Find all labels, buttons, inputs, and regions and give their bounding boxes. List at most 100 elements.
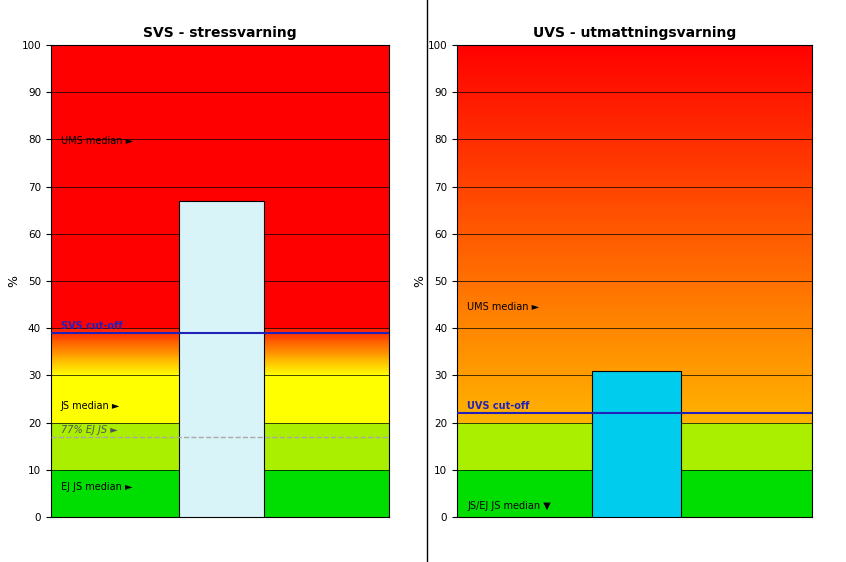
- Bar: [457, 167, 812, 170]
- Bar: [457, 151, 812, 153]
- Title: SVS - stressvarning: SVS - stressvarning: [143, 26, 297, 40]
- Bar: [457, 381, 812, 383]
- Bar: [457, 355, 812, 356]
- Bar: [457, 321, 812, 323]
- Bar: [457, 134, 812, 135]
- Bar: [457, 120, 812, 123]
- Text: UMS median ►: UMS median ►: [468, 302, 540, 312]
- Bar: [457, 166, 812, 167]
- Bar: [457, 56, 812, 58]
- Bar: [51, 470, 389, 517]
- Bar: [457, 200, 812, 202]
- Bar: [457, 96, 812, 98]
- Bar: [51, 361, 389, 362]
- Bar: [457, 345, 812, 347]
- Bar: [457, 415, 812, 417]
- Bar: [457, 94, 812, 96]
- Bar: [457, 179, 812, 181]
- Bar: [51, 346, 389, 347]
- Bar: [457, 292, 812, 294]
- Bar: [51, 373, 389, 374]
- Bar: [457, 274, 812, 275]
- Bar: [457, 409, 812, 411]
- Bar: [51, 338, 389, 339]
- Bar: [457, 213, 812, 215]
- Bar: [457, 470, 812, 517]
- Bar: [457, 253, 812, 255]
- Bar: [457, 215, 812, 217]
- Bar: [457, 377, 812, 379]
- Bar: [457, 371, 812, 374]
- Bar: [457, 119, 812, 120]
- Bar: [457, 181, 812, 183]
- Bar: [457, 407, 812, 409]
- Bar: [457, 77, 812, 79]
- Bar: [457, 45, 812, 47]
- Bar: [457, 262, 812, 264]
- Bar: [457, 387, 812, 389]
- Bar: [457, 395, 812, 396]
- Bar: [51, 332, 389, 333]
- Bar: [51, 374, 389, 375]
- Bar: [457, 202, 812, 203]
- Bar: [457, 264, 812, 266]
- Bar: [457, 338, 812, 339]
- Bar: [457, 115, 812, 117]
- Bar: [457, 330, 812, 332]
- Bar: [457, 392, 812, 395]
- Text: UVS cut-off: UVS cut-off: [468, 401, 530, 411]
- Bar: [457, 141, 812, 143]
- Bar: [457, 124, 812, 126]
- Bar: [457, 132, 812, 134]
- Bar: [457, 155, 812, 156]
- Bar: [51, 371, 389, 373]
- Bar: [457, 396, 812, 398]
- Text: UMS median ►: UMS median ►: [61, 137, 133, 147]
- Bar: [457, 256, 812, 259]
- Bar: [457, 271, 812, 274]
- Bar: [457, 81, 812, 83]
- Bar: [457, 90, 812, 92]
- Bar: [457, 356, 812, 359]
- Bar: [457, 375, 812, 377]
- Bar: [457, 66, 812, 67]
- Bar: [457, 87, 812, 88]
- Bar: [51, 356, 389, 357]
- Bar: [51, 334, 389, 335]
- Bar: [51, 369, 389, 370]
- Bar: [457, 111, 812, 113]
- Bar: [457, 294, 812, 296]
- Bar: [457, 177, 812, 179]
- Bar: [457, 334, 812, 336]
- Bar: [457, 194, 812, 196]
- Bar: [51, 359, 389, 360]
- Bar: [457, 160, 812, 162]
- Bar: [457, 128, 812, 130]
- Bar: [457, 238, 812, 239]
- Bar: [457, 58, 812, 60]
- Bar: [457, 88, 812, 90]
- Bar: [51, 352, 389, 353]
- Bar: [457, 366, 812, 368]
- Bar: [457, 317, 812, 319]
- Bar: [457, 406, 812, 407]
- Bar: [457, 281, 812, 283]
- Bar: [457, 332, 812, 334]
- Bar: [457, 391, 812, 392]
- Bar: [457, 185, 812, 187]
- Bar: [457, 291, 812, 292]
- Bar: [457, 411, 812, 413]
- Bar: [457, 315, 812, 317]
- Bar: [457, 275, 812, 277]
- Bar: [457, 374, 812, 375]
- Bar: [457, 235, 812, 238]
- Bar: [51, 349, 389, 350]
- Bar: [457, 207, 812, 209]
- Bar: [457, 135, 812, 138]
- Bar: [51, 347, 389, 348]
- Bar: [51, 364, 389, 365]
- Bar: [457, 156, 812, 158]
- Bar: [457, 183, 812, 185]
- Bar: [457, 243, 812, 245]
- Bar: [457, 268, 812, 270]
